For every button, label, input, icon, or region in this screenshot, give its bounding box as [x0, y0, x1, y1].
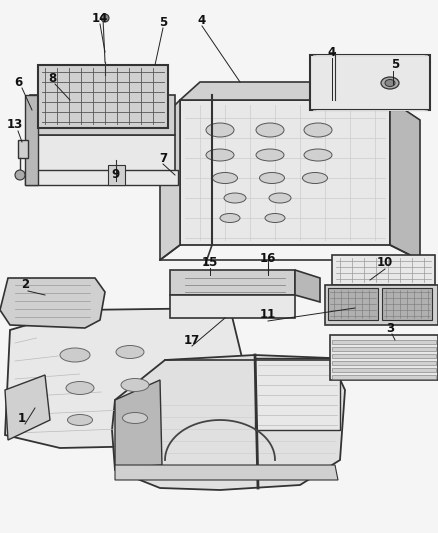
Ellipse shape — [265, 214, 285, 222]
Polygon shape — [30, 95, 175, 135]
Text: 17: 17 — [184, 334, 200, 346]
Polygon shape — [180, 100, 390, 245]
Polygon shape — [390, 100, 420, 260]
Polygon shape — [332, 361, 436, 365]
Text: 3: 3 — [386, 321, 394, 335]
Polygon shape — [30, 135, 175, 175]
Polygon shape — [108, 165, 125, 185]
Polygon shape — [255, 358, 340, 430]
Polygon shape — [382, 288, 432, 320]
Text: 16: 16 — [260, 252, 276, 264]
Polygon shape — [5, 375, 50, 440]
Polygon shape — [295, 270, 320, 302]
Circle shape — [101, 14, 109, 22]
Text: 5: 5 — [159, 15, 167, 28]
Ellipse shape — [256, 123, 284, 137]
Ellipse shape — [67, 415, 92, 425]
Text: 11: 11 — [260, 309, 276, 321]
Text: 4: 4 — [198, 13, 206, 27]
Polygon shape — [325, 285, 438, 325]
Ellipse shape — [60, 348, 90, 362]
Polygon shape — [170, 270, 295, 295]
Polygon shape — [180, 82, 410, 100]
Text: 15: 15 — [202, 255, 218, 269]
Ellipse shape — [220, 214, 240, 222]
Text: 7: 7 — [159, 151, 167, 165]
Polygon shape — [25, 170, 178, 185]
Text: 8: 8 — [48, 71, 56, 85]
Polygon shape — [310, 55, 430, 110]
Polygon shape — [112, 355, 345, 490]
Ellipse shape — [116, 345, 144, 359]
Polygon shape — [170, 295, 295, 318]
Ellipse shape — [206, 123, 234, 137]
Text: 9: 9 — [112, 168, 120, 182]
Polygon shape — [38, 65, 168, 128]
Polygon shape — [328, 288, 378, 320]
Text: 10: 10 — [377, 256, 393, 270]
Polygon shape — [332, 255, 435, 285]
Text: 13: 13 — [7, 118, 23, 132]
Ellipse shape — [304, 149, 332, 161]
Polygon shape — [25, 95, 38, 185]
Polygon shape — [160, 100, 180, 260]
Polygon shape — [332, 354, 436, 358]
Ellipse shape — [66, 382, 94, 394]
Ellipse shape — [381, 77, 399, 89]
Text: 4: 4 — [328, 45, 336, 59]
Polygon shape — [330, 335, 438, 380]
Ellipse shape — [123, 413, 148, 424]
Polygon shape — [18, 140, 28, 158]
Ellipse shape — [121, 378, 149, 392]
Ellipse shape — [385, 79, 395, 86]
Polygon shape — [332, 340, 436, 344]
Polygon shape — [0, 278, 105, 328]
Polygon shape — [115, 380, 162, 468]
Text: 2: 2 — [21, 279, 29, 292]
Polygon shape — [332, 368, 436, 372]
Ellipse shape — [304, 123, 332, 137]
Ellipse shape — [269, 193, 291, 203]
Text: 6: 6 — [14, 76, 22, 88]
Ellipse shape — [303, 173, 328, 183]
Polygon shape — [332, 347, 436, 351]
Polygon shape — [5, 308, 245, 448]
Ellipse shape — [212, 173, 237, 183]
Ellipse shape — [206, 149, 234, 161]
Polygon shape — [332, 375, 436, 379]
Polygon shape — [115, 465, 338, 480]
Circle shape — [15, 170, 25, 180]
Ellipse shape — [259, 173, 285, 183]
Ellipse shape — [256, 149, 284, 161]
Text: 14: 14 — [92, 12, 108, 25]
Ellipse shape — [224, 193, 246, 203]
Text: 1: 1 — [18, 411, 26, 424]
Text: 5: 5 — [391, 59, 399, 71]
